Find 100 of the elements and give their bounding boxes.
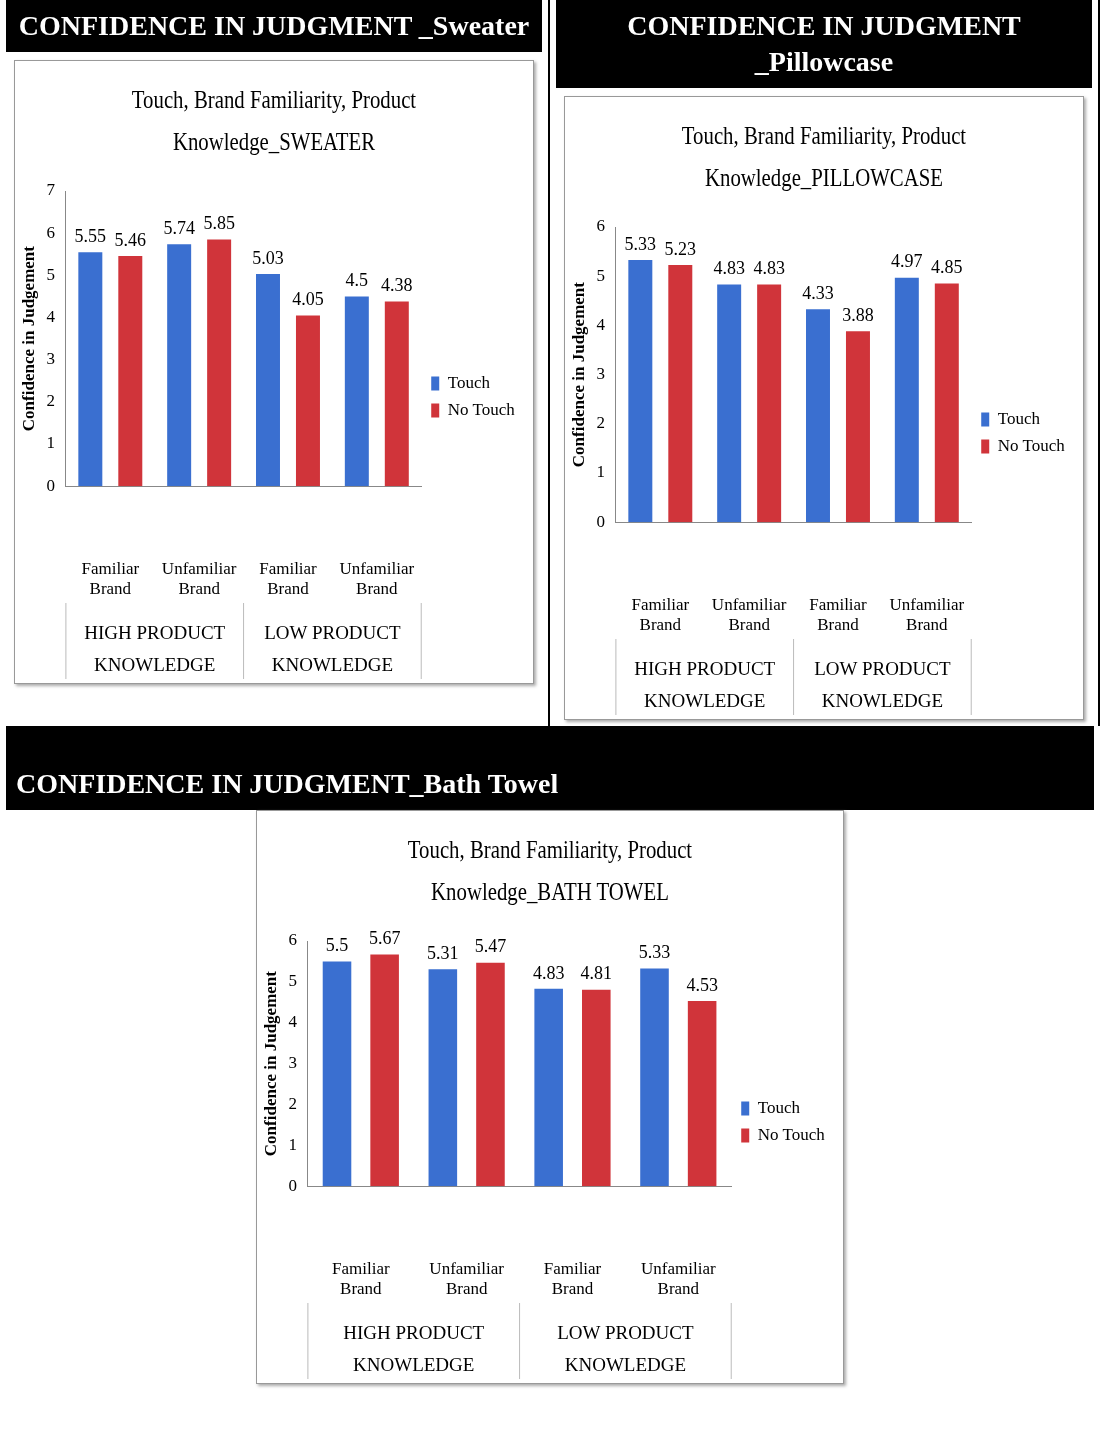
y-tick-label: 2 [46,391,55,411]
y-tick-label: 0 [596,511,605,531]
data-label: 5.03 [252,247,284,268]
x-tick-label: Unfamiliar Brand [339,558,415,599]
legend-label: Touch [447,372,491,392]
bar [370,954,399,1187]
bar [668,264,693,523]
chart-subtitle: Touch, Brand Familiarity, Product Knowledge_BATH TOWEL [406,834,694,908]
y-tick-label: 3 [288,1053,297,1073]
y-tick-label: 4 [46,306,56,326]
bar [322,961,352,1187]
x-tick-label: Unfamiliar Brand [641,1258,716,1299]
data-label: 4.85 [931,257,963,278]
y-tick-label: 2 [288,1093,297,1113]
legend-label: No Touch [447,399,516,419]
data-label: 5.85 [203,213,235,234]
bar [582,989,611,1187]
y-axis-title: Confidence in Judgement [568,281,588,468]
data-label: 4.83 [753,258,785,279]
data-label: 5.74 [163,217,195,238]
bar [344,296,369,487]
bar [806,309,830,523]
y-tick-label: 5 [596,265,605,285]
data-label: 5.23 [664,238,697,259]
bar [295,315,320,487]
data-label: 5.47 [474,936,507,957]
data-label: 4.81 [580,963,613,984]
x-tick-label: Unfamiliar Brand [429,1258,505,1299]
data-label: 5.33 [624,233,657,254]
y-tick-label: 4 [288,1012,298,1032]
y-tick-label: 1 [46,433,55,453]
data-label: 4.53 [686,974,718,995]
text: HIGH PRODUCT KNOWLEDGE [634,658,776,712]
y-tick-label: 2 [596,413,605,433]
x-tick-label: Familiar Brand [631,594,690,635]
legend-label: No Touch [997,435,1066,455]
bar [534,988,563,1187]
chart-title: CONFIDENCE IN JUDGMENT _Sweater [6,0,542,52]
x-tick-label: Unfamiliar Brand [711,594,787,635]
chart-title: CONFIDENCE IN JUDGMENT_Bath Towel [6,726,1094,810]
data-label: 5.46 [114,229,147,250]
chart-subtitle: Touch, Brand Familiarity, Product Knowledge_PILLOWCASE [680,120,968,194]
x-tick-label: Familiar Brand [259,558,318,599]
y-tick-label: 6 [288,930,297,950]
bar [628,259,653,523]
data-label: 4.5 [345,270,369,291]
data-label: 5.33 [638,942,671,963]
data-label: 4.83 [713,258,745,279]
x-tick-label: Unfamiliar Brand [161,558,237,599]
y-tick-label: 3 [46,349,55,369]
bar [845,331,870,523]
bar [78,252,103,487]
bar [757,284,782,523]
data-label: 4.05 [292,289,324,310]
bar [717,284,742,523]
legend-label: No Touch [757,1124,826,1144]
data-label: 5.5 [325,935,349,956]
y-tick-label: 6 [46,222,55,242]
y-tick-label: 3 [596,364,605,384]
y-tick-label: 7 [46,180,56,200]
bar [476,962,505,1187]
data-label: 4.38 [381,275,413,296]
y-tick-label: 4 [596,314,606,334]
chart-title: CONFIDENCE IN JUDGMENT _Pillowcase [556,0,1092,88]
x-tick-label: Familiar Brand [543,1258,602,1299]
data-label: 3.88 [842,305,874,326]
y-axis-title: Confidence in Judgement [260,970,280,1157]
data-label: 4.83 [532,962,565,983]
bar [384,301,409,487]
bar [687,1001,717,1187]
x-tick-label: Familiar Brand [81,558,140,599]
bar [256,274,280,487]
bar [428,969,458,1187]
bar [894,277,919,523]
y-tick-label: 0 [46,475,55,495]
legend-label: Touch [757,1097,801,1117]
bar [640,968,669,1187]
data-label: 5.67 [368,928,401,949]
data-label: 4.97 [891,251,923,272]
legend-label: Touch [997,408,1041,428]
y-tick-label: 5 [46,264,55,284]
chart-subtitle: Touch, Brand Familiarity, Product Knowledge_SWEATER [130,84,418,158]
bar [118,255,143,487]
x-tick-label: Unfamiliar Brand [889,594,965,635]
text: HIGH PRODUCT KNOWLEDGE [343,1322,485,1376]
bar [934,283,959,523]
y-tick-label: 6 [596,216,605,236]
x-tick-label: Familiar Brand [332,1258,390,1299]
y-tick-label: 1 [288,1134,297,1154]
data-label: 4.33 [802,282,834,303]
y-tick-label: 5 [288,971,297,991]
y-tick-label: 1 [596,462,605,482]
data-label: 5.55 [74,225,107,246]
y-tick-label: 0 [288,1175,297,1195]
text: LOW PRODUCT KNOWLEDGE [264,622,401,676]
y-axis-title: Confidence in Judgement [18,245,38,432]
bar [167,244,192,487]
data-label: 5.31 [427,942,459,963]
text: LOW PRODUCT KNOWLEDGE [814,658,951,712]
text: LOW PRODUCT KNOWLEDGE [557,1322,694,1376]
